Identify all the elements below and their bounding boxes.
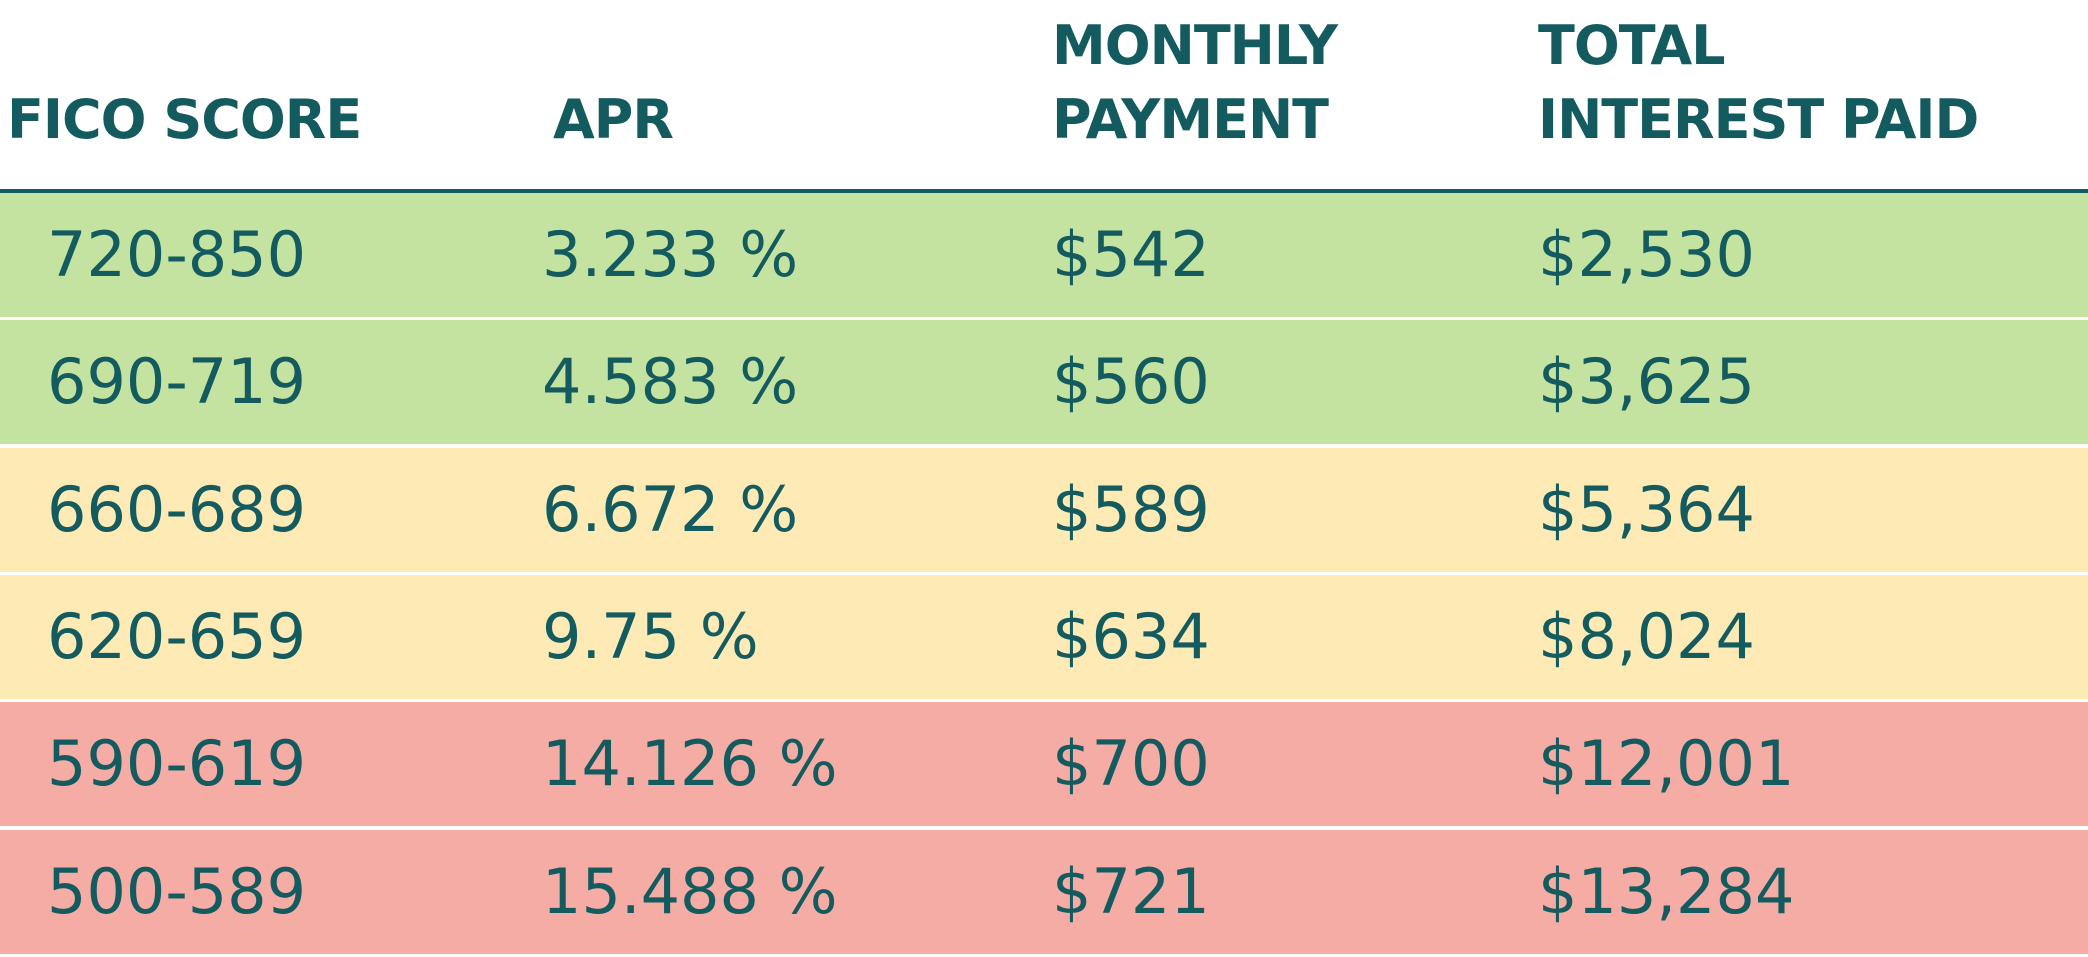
table-cell: 14.126 % [542,727,838,801]
table-row: 500-589 15.488 % $721 $13,284 [0,829,2088,954]
column-header: APR [553,88,674,151]
column-header: FICO SCORE [7,88,362,151]
table-cell: $589 [1052,472,1210,546]
table-row: 590-619 14.126 % $700 $12,001 [0,702,2088,827]
table-row: 690-719 4.583 % $560 $3,625 [0,320,2088,445]
table-cell: 15.488 % [542,854,838,928]
table-cell: 9.75 % [542,599,759,673]
table-cell: $12,001 [1538,727,1795,801]
table-cell: 500-589 [47,854,307,928]
table-cell: $560 [1052,345,1210,419]
column-header: MONTHLY PAYMENT [1052,14,1338,151]
table-cell: $700 [1052,727,1210,801]
table-cell: 4.583 % [542,345,799,419]
table-cell: $3,625 [1538,345,1755,419]
table-cell: 6.672 % [542,472,799,546]
table-cell: $2,530 [1538,218,1755,291]
table-cell: $5,364 [1538,472,1755,546]
table-cell: $542 [1052,218,1210,291]
column-header: TOTAL INTEREST PAID [1538,14,1979,151]
table-cell: $721 [1052,854,1210,928]
table-cell: $13,284 [1538,854,1795,928]
table-cell: 690-719 [47,345,307,419]
table-cell: 660-689 [47,472,307,546]
table-cell: $8,024 [1538,599,1755,673]
table-cell: $634 [1052,599,1210,673]
table-row: 620-659 9.75 % $634 $8,024 [0,574,2088,699]
table-cell: 3.233 % [542,218,799,291]
header-rule [0,189,2088,193]
table-row: 660-689 6.672 % $589 $5,364 [0,447,2088,572]
table-cell: 720-850 [47,218,307,291]
table-cell: 620-659 [47,599,307,673]
table-row: 720-850 3.233 % $542 $2,530 [0,193,2088,317]
table-cell: 590-619 [47,727,307,801]
